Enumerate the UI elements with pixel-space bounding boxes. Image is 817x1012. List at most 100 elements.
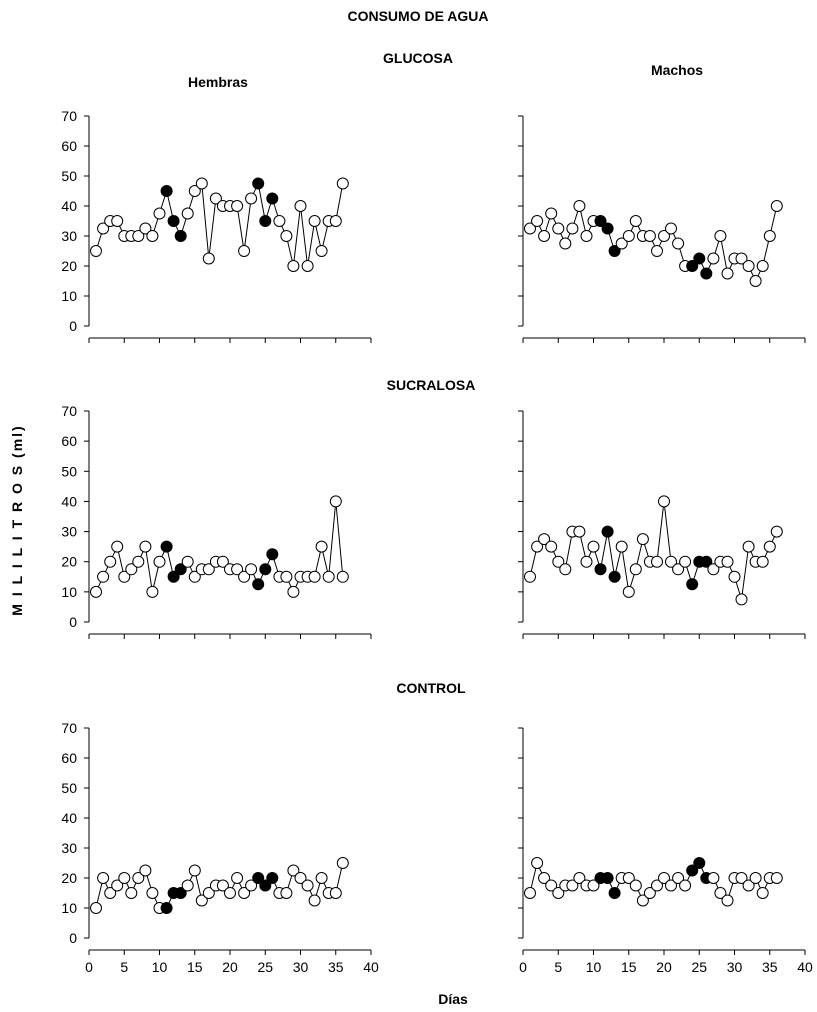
y-tick-label: 20 (61, 870, 77, 886)
data-point-open (104, 555, 117, 568)
data-point-open (90, 245, 102, 257)
data-point-open (97, 222, 110, 235)
data-point-open (658, 872, 670, 884)
y-tick-label: 60 (61, 433, 77, 449)
data-point-filled (601, 872, 614, 884)
y-tick-label: 70 (61, 720, 77, 736)
data-point-open (735, 872, 748, 884)
data-point-open (97, 570, 110, 583)
data-point-filled (693, 857, 706, 869)
data-point-open (273, 215, 286, 227)
data-point-open (125, 887, 138, 899)
data-point-open (287, 864, 300, 877)
data-point-open (651, 555, 663, 568)
data-point-open (629, 563, 642, 576)
data-point-open (322, 570, 335, 583)
y-tick-label: 10 (61, 584, 77, 600)
x-tick-label: 40 (797, 959, 813, 975)
data-point-open (749, 872, 762, 884)
data-point-filled (174, 230, 187, 242)
y-tick-label: 60 (61, 750, 77, 766)
data-point-open (524, 222, 536, 235)
y-tick-label: 20 (61, 554, 77, 570)
y-axis-label: M I L I L I T R O S (ml) (9, 424, 25, 615)
y-tick-label: 50 (61, 463, 77, 479)
data-point-open (238, 570, 251, 583)
data-point-open (545, 207, 558, 220)
data-point-open (224, 887, 236, 899)
data-point-open (580, 230, 593, 242)
y-tick-label: 20 (61, 258, 77, 274)
data-point-open (132, 555, 145, 568)
data-point-open (195, 177, 208, 190)
data-point-open (735, 593, 748, 606)
data-point-open (566, 879, 579, 892)
data-point-open (587, 879, 600, 892)
data-point-open (146, 230, 159, 242)
data-point-open (763, 230, 776, 242)
data-point-open (545, 879, 558, 892)
x-axis-label: Días (438, 991, 468, 1007)
data-point-filled (266, 192, 279, 205)
x-tick-label: 5 (120, 959, 128, 975)
panel-sucralosa-hembras: 0 10 20 30 40 50 60 70 (61, 403, 372, 639)
data-point-open (188, 185, 201, 197)
data-point-open (336, 177, 349, 190)
data-point-open (111, 215, 124, 227)
y-tick-label: 70 (61, 108, 77, 124)
data-point-open (315, 245, 328, 257)
data-point-open (679, 555, 692, 568)
data-point-open (552, 555, 565, 568)
data-point-open (202, 887, 215, 899)
x-tick-label: 20 (222, 959, 238, 975)
data-point-filled (259, 215, 272, 227)
data-point-open (665, 879, 677, 892)
group-title-control: CONTROL (396, 680, 466, 696)
y-tick-label: 10 (61, 288, 77, 304)
data-point-open (573, 525, 586, 538)
data-point-open (287, 260, 300, 272)
data-point-open (132, 872, 145, 884)
column-label-hembras: Hembras (188, 74, 248, 90)
data-point-filled (686, 578, 699, 591)
data-point-open (315, 540, 328, 553)
data-point-open (587, 540, 600, 553)
x-tick-label: 30 (293, 959, 309, 975)
data-point-open (721, 267, 734, 280)
y-tick-label: 50 (61, 168, 77, 184)
y-tick-label: 0 (69, 930, 77, 946)
data-point-open (573, 872, 586, 884)
data-point-open (139, 222, 152, 235)
data-point-open (202, 252, 215, 265)
data-point-open (531, 215, 544, 227)
data-point-open (216, 555, 229, 568)
data-point-open (308, 570, 321, 583)
data-point-filled (160, 540, 173, 553)
data-point-open (559, 563, 572, 576)
y-tick-label: 50 (61, 780, 77, 796)
data-point-open (531, 857, 544, 869)
data-point-open (181, 207, 194, 220)
chart-title: CONSUMO DE AGUA (347, 8, 488, 24)
data-point-filled (160, 902, 173, 914)
data-point-open (245, 879, 258, 892)
y-tick-label: 60 (61, 138, 77, 154)
data-point-open (146, 585, 159, 598)
data-point-open (238, 245, 251, 257)
data-point-open (658, 230, 670, 242)
column-label-machos: Machos (651, 62, 703, 78)
data-point-open (615, 540, 628, 553)
data-point-open (721, 555, 734, 568)
data-point-open (742, 879, 755, 892)
data-point-open (97, 872, 110, 884)
data-point-open (580, 555, 593, 568)
data-point-open (615, 237, 628, 250)
data-point-open (566, 222, 579, 235)
data-point-open (188, 864, 201, 877)
data-point-open (538, 872, 551, 884)
data-point-open (714, 230, 727, 242)
data-point-filled (594, 563, 607, 576)
panel-glucosa-hembras: 0 10 20 30 40 50 60 70 (61, 108, 372, 343)
x-tick-label: 30 (727, 959, 743, 975)
data-point-filled (160, 185, 173, 197)
